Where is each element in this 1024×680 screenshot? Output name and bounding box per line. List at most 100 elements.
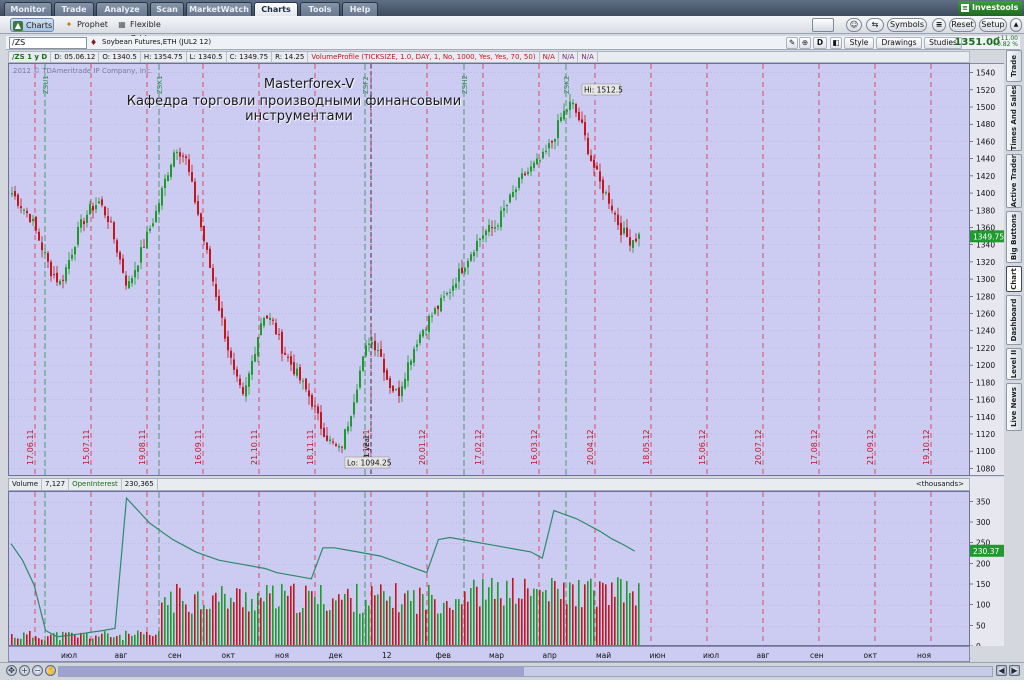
price-type-icon[interactable]: ◧ [830, 37, 842, 49]
layout-selector[interactable] [812, 18, 834, 32]
volume-bar [401, 604, 403, 645]
info-close: C: 1349.75 [227, 52, 273, 62]
link-icon[interactable]: ⇆ [866, 18, 884, 32]
aggregation-button[interactable]: D [813, 37, 827, 49]
pan-icon[interactable]: ✥ [6, 665, 17, 676]
candle-body [44, 252, 46, 254]
side-tab-dashboard[interactable]: Dashboard [1006, 295, 1022, 345]
list-icon[interactable]: ≡ [932, 18, 946, 32]
candle-body [50, 261, 52, 277]
price-chart[interactable]: 17.06.11 15.07.11 19.08.11 16.09.11 21.10.11… [8, 63, 970, 476]
studies-button[interactable]: Studies [924, 37, 962, 49]
tab-trade[interactable]: Trade [54, 2, 94, 16]
reset-button[interactable]: Reset [949, 18, 976, 32]
price-axis[interactable]: 1540 1520 1500 1480 1460 1440 1420 1400 1380 1360… [970, 63, 1004, 476]
oi-label[interactable]: OpenInterest [69, 479, 122, 490]
candle-body [263, 318, 265, 326]
candle-body [362, 356, 364, 371]
side-tab-level-ii[interactable]: Level II [1006, 348, 1022, 380]
investools-button[interactable]: ≡ Investools [958, 1, 1022, 15]
price-change: +11.00 +0.82 % [992, 36, 1018, 48]
zoom-icon[interactable]: ⊕ [799, 37, 811, 49]
tab-monitor[interactable]: Monitor [4, 2, 52, 16]
volume-bar [428, 584, 430, 645]
candle-body [572, 102, 574, 105]
scroll-left-icon[interactable]: ◀ [996, 665, 1007, 676]
date-label: 19.08.11 [138, 429, 147, 465]
time-axis-svg: июл авг сен окт ноя дек 12 фев мар апр май июн июл ав… [61, 651, 985, 660]
subtab-flexible-grid[interactable]: ▦Flexible Grid [115, 18, 179, 43]
scrollbar-thumb[interactable] [59, 667, 524, 676]
volume-bar [356, 583, 358, 645]
crosshair-icon[interactable]: ✎ [786, 37, 798, 49]
style-button[interactable]: Style [844, 37, 874, 49]
volume-axis[interactable]: 350 300 250 200 150 100 50 0 230.37 [970, 477, 1004, 651]
zoom-out-icon[interactable]: − [32, 665, 43, 676]
volume-chart[interactable] [8, 491, 970, 646]
time-axis[interactable]: июл авг сен окт ноя дек 12 фев мар апр май июн июл ав… [8, 646, 985, 662]
drawings-button[interactable]: Drawings [876, 37, 922, 49]
side-tab-trade[interactable]: Trade [1006, 50, 1022, 82]
person-icon[interactable]: ☺ [846, 18, 862, 32]
drag-icon[interactable]: ✋ [45, 665, 56, 676]
price-tick-label: 1400 [976, 189, 995, 198]
symbols-button[interactable]: Symbols [887, 18, 927, 32]
candle-body [101, 199, 103, 206]
volume-bar [431, 594, 433, 645]
candle-body [410, 360, 412, 365]
volume-bar [422, 594, 424, 645]
candle-body [41, 242, 43, 251]
tab-help[interactable]: Help [342, 2, 378, 16]
volume-bar [608, 605, 610, 645]
tab-marketwatch[interactable]: MarketWatch [186, 2, 252, 16]
side-tab-live-news[interactable]: Live News [1006, 383, 1022, 431]
month-label: июн [650, 651, 666, 660]
candle-body [593, 159, 595, 168]
period-label[interactable]: /ZS 1 y D [9, 52, 52, 62]
volume-bar [230, 597, 232, 645]
candle-body [608, 192, 610, 204]
volume-bar [476, 586, 478, 645]
volume-bar [311, 591, 313, 645]
tab-tools[interactable]: Tools [300, 2, 340, 16]
volume-axis-svg: 350 300 250 200 150 100 50 0 230.37 [970, 497, 1004, 651]
side-tab-active-trader[interactable]: Active Trader [1006, 154, 1022, 208]
candle-body [197, 201, 199, 215]
month-label: апр [543, 651, 557, 660]
subtab-charts[interactable]: ▲ Charts [10, 18, 54, 32]
zoom-in-icon[interactable]: + [19, 665, 30, 676]
month-label: авг [757, 651, 770, 660]
candle-body [38, 231, 40, 241]
scroll-right-icon[interactable]: ▶ [1009, 665, 1020, 676]
candle-body [500, 210, 502, 228]
side-tab-big-buttons[interactable]: Big Buttons [1006, 211, 1022, 263]
volume-bar [206, 609, 208, 645]
side-tab-times-and-sales[interactable]: Times And Sales [1006, 85, 1022, 151]
volume-bar [215, 592, 217, 645]
collapse-icon[interactable]: ▲ [1010, 18, 1022, 32]
tab-scan[interactable]: Scan [150, 2, 184, 16]
time-scrollbar[interactable] [58, 666, 993, 677]
symbol-input[interactable]: /ZS [9, 37, 87, 49]
symbol-flag-icon[interactable]: ♦ [90, 38, 98, 47]
info-high: H: 1354.75 [141, 52, 187, 62]
change-percent: +0.82 % [992, 41, 1018, 48]
month-label: фев [436, 651, 451, 660]
volume-bar [257, 592, 259, 645]
subtab-label: Charts [26, 21, 53, 30]
date-label: 16.12.11 [362, 429, 371, 465]
volume-bar [200, 609, 202, 645]
side-tab-chart[interactable]: Chart [1006, 266, 1022, 292]
volume-bar [416, 613, 418, 645]
candle-body [326, 435, 328, 441]
candle-body [125, 275, 127, 286]
study-label[interactable]: VolumeProfile (TICKSIZE, 1.0, DAY, 1, No… [308, 52, 540, 62]
date-label: 18.05.12 [642, 429, 651, 465]
tab-analyze[interactable]: Analyze [96, 2, 148, 16]
volume-bar [245, 592, 247, 645]
subtab-prophet[interactable]: ✦ Prophet [62, 18, 112, 32]
candle-body [302, 380, 304, 382]
tab-charts[interactable]: Charts [254, 2, 298, 16]
candle-body [356, 389, 358, 403]
setup-button[interactable]: Setup [979, 18, 1007, 32]
